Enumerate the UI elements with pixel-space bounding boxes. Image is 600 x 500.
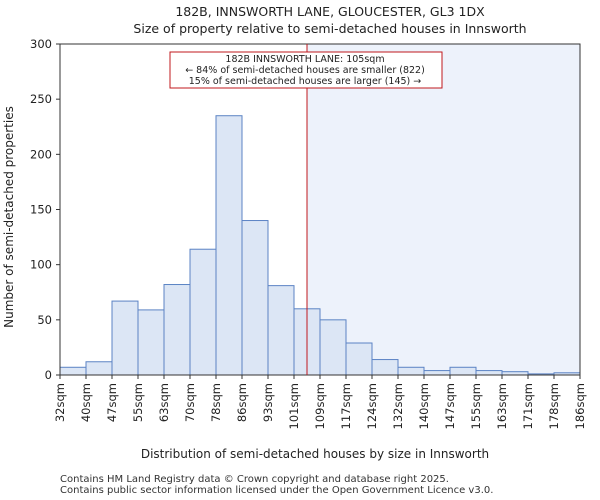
y-tick-label: 200: [30, 147, 52, 161]
bar-117sqm: [345, 342, 373, 376]
bar-140sqm: [423, 370, 451, 376]
y-tick-label: 250: [30, 92, 52, 106]
x-tick-label: 93sqm: [261, 383, 275, 422]
x-tick-label: 40sqm: [79, 383, 93, 422]
x-tick-label: 117sqm: [339, 383, 353, 429]
x-tick-label: 47sqm: [105, 383, 119, 422]
x-tick-label: 55sqm: [131, 383, 145, 422]
bar-40sqm: [85, 361, 113, 376]
chart-subtitle: Size of property relative to semi-detach…: [133, 21, 526, 36]
x-tick-label: 78sqm: [209, 383, 223, 422]
footer-licence: Contains public sector information licen…: [60, 485, 494, 496]
annotation-box: [169, 51, 443, 89]
x-tick-label: 163sqm: [495, 383, 509, 429]
bar-132sqm: [397, 366, 425, 376]
x-tick-label: 132sqm: [391, 383, 405, 429]
chart-title: 182B, INNSWORTH LANE, GLOUCESTER, GL3 1D…: [175, 4, 485, 19]
annotation-line: 182B INNSWORTH LANE: 105sqm: [225, 54, 384, 65]
annotation-line: 15% of semi-detached houses are larger (…: [189, 76, 422, 87]
x-tick-label: 63sqm: [157, 383, 171, 422]
x-tick-label: 178sqm: [547, 383, 561, 429]
bar-93sqm: [267, 285, 295, 376]
x-tick-label: 186sqm: [573, 383, 587, 429]
highlight-region: [307, 44, 580, 375]
x-tick-label: 155sqm: [469, 383, 483, 429]
bar-70sqm: [189, 248, 217, 376]
y-axis-label: Number of semi-detached properties: [2, 106, 16, 328]
x-tick-label: 86sqm: [235, 383, 249, 422]
x-axis-label: Distribution of semi-detached houses by …: [141, 447, 489, 461]
bar-47sqm: [111, 300, 139, 376]
x-tick-label: 109sqm: [313, 383, 327, 429]
bar-86sqm: [241, 220, 269, 376]
x-tick-label: 32sqm: [53, 383, 67, 422]
bar-55sqm: [137, 309, 165, 376]
y-tick-label: 150: [30, 203, 52, 217]
plot-area: 0 50 100 150 200 250 300 32sqm 40sqm 47sqm 55sqm 63…: [30, 37, 587, 429]
x-tick-label: 70sqm: [183, 383, 197, 422]
bar-109sqm: [319, 319, 347, 376]
footer-copyright: Contains HM Land Registry data © Crown c…: [60, 474, 449, 485]
x-tick-label: 124sqm: [365, 383, 379, 429]
bar-78sqm: [215, 115, 243, 376]
annotation-line: ← 84% of semi-detached houses are smalle…: [185, 65, 425, 76]
bar-155sqm: [475, 370, 503, 376]
bar-147sqm: [449, 366, 477, 376]
x-tick-label: 147sqm: [443, 383, 457, 429]
bar-32sqm: [59, 366, 87, 376]
x-tick-label: 140sqm: [417, 383, 431, 429]
y-tick-label: 300: [30, 37, 52, 51]
y-tick-label: 100: [30, 258, 52, 272]
bar-124sqm: [371, 359, 399, 376]
x-tick-label: 101sqm: [287, 383, 301, 429]
bar-63sqm: [163, 284, 191, 376]
x-tick-label: 171sqm: [521, 383, 535, 429]
y-tick-label: 0: [45, 368, 52, 382]
y-tick-label: 50: [37, 313, 52, 327]
